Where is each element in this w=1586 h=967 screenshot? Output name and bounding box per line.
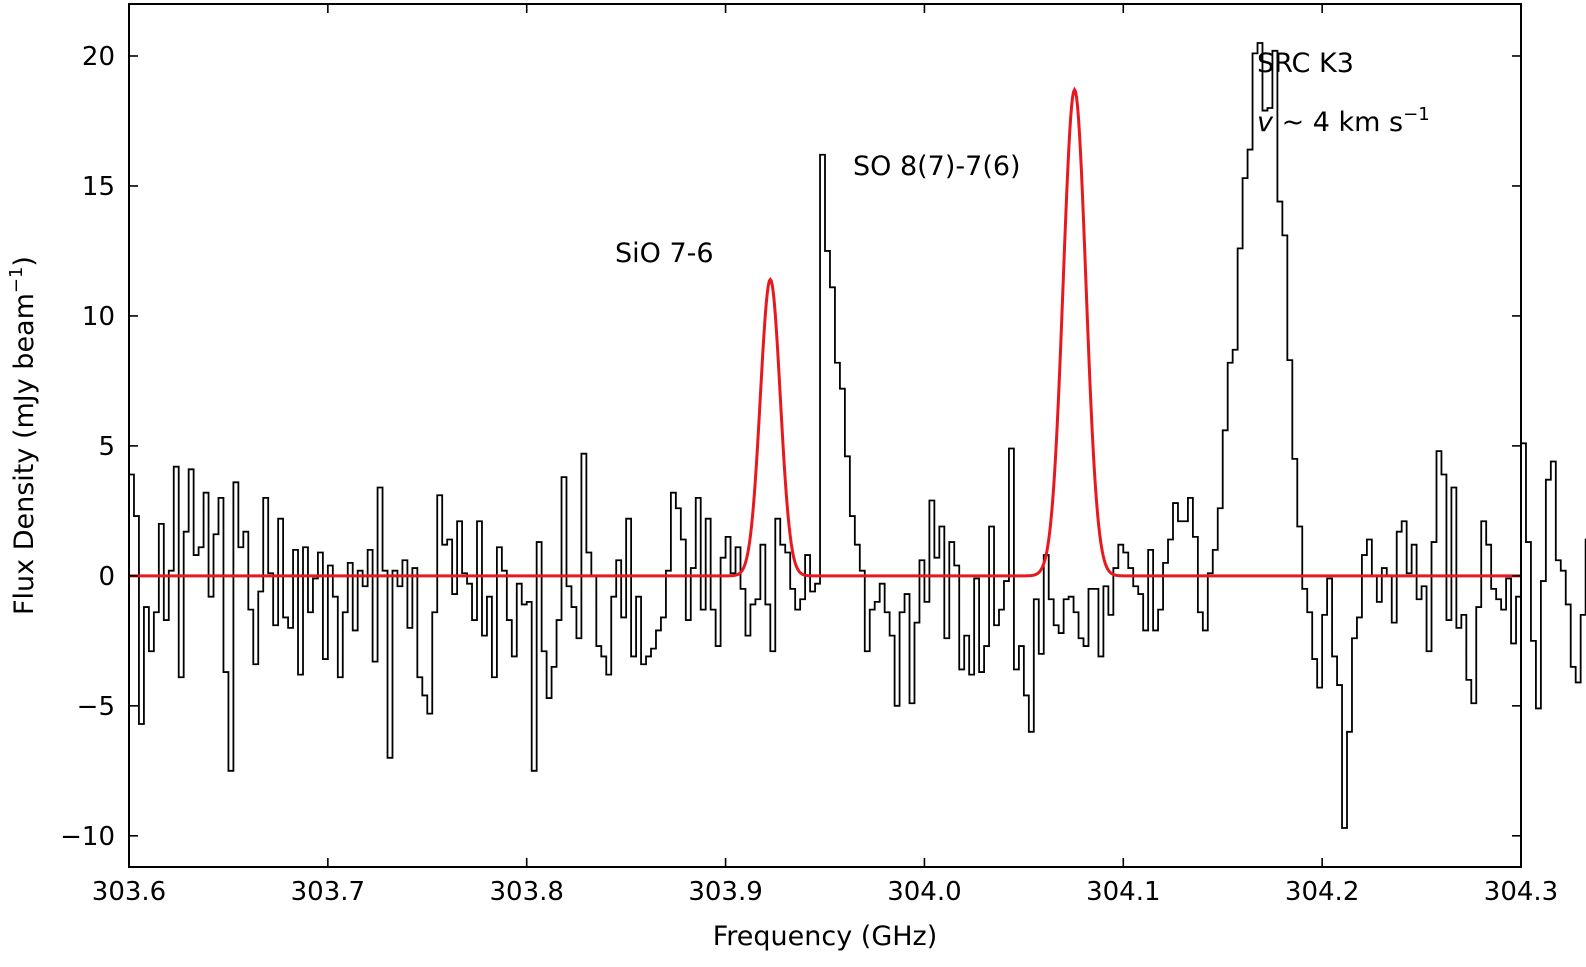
x-tick-label: 303.8 bbox=[489, 877, 563, 907]
velocity-symbol: v bbox=[1257, 107, 1274, 138]
source-label: SRC K3 bbox=[1257, 48, 1354, 79]
y-tick-label: −10 bbox=[60, 822, 115, 852]
x-tick-label: 303.9 bbox=[688, 877, 762, 907]
data-layer bbox=[129, 42, 1586, 829]
so-line-label: SO 8(7)-7(6) bbox=[853, 151, 1021, 182]
y-axis-label: Flux Density (mJy beam−1) bbox=[6, 256, 40, 615]
y-axis-label-sup: −1 bbox=[6, 267, 27, 294]
y-axis-label-close: ) bbox=[9, 256, 40, 267]
sio-line-label: SiO 7-6 bbox=[615, 238, 714, 269]
x-axis-label: Frequency (GHz) bbox=[713, 921, 938, 952]
y-tick-label: 0 bbox=[98, 562, 115, 592]
velocity-text: ~ 4 km s bbox=[1273, 107, 1403, 138]
y-axis-label-main: Flux Density (mJy beam bbox=[9, 293, 40, 615]
plot-frame bbox=[128, 3, 1522, 868]
y-tick-label: 5 bbox=[98, 432, 115, 462]
spectrum-step-line bbox=[129, 42, 1586, 829]
x-tick-label: 303.6 bbox=[92, 877, 166, 907]
tick-layer: 303.6 303.7 303.8 303.9 304.0 304.1 304.2 304.3… bbox=[60, 4, 1558, 907]
x-tick-label: 304.0 bbox=[887, 877, 961, 907]
x-tick-label: 304.3 bbox=[1484, 877, 1558, 907]
x-tick-label: 304.2 bbox=[1285, 877, 1359, 907]
y-tick-label: −5 bbox=[77, 692, 115, 722]
gaussian-fit-line bbox=[129, 86, 1521, 578]
velocity-label: v ~ 4 km s−1 bbox=[1257, 104, 1430, 138]
velocity-sup: −1 bbox=[1403, 104, 1430, 125]
x-tick-label: 304.1 bbox=[1086, 877, 1160, 907]
y-tick-label: 20 bbox=[82, 42, 115, 72]
x-tick-label: 303.7 bbox=[291, 877, 365, 907]
y-tick-label: 15 bbox=[82, 172, 115, 202]
y-tick-label: 10 bbox=[82, 302, 115, 332]
